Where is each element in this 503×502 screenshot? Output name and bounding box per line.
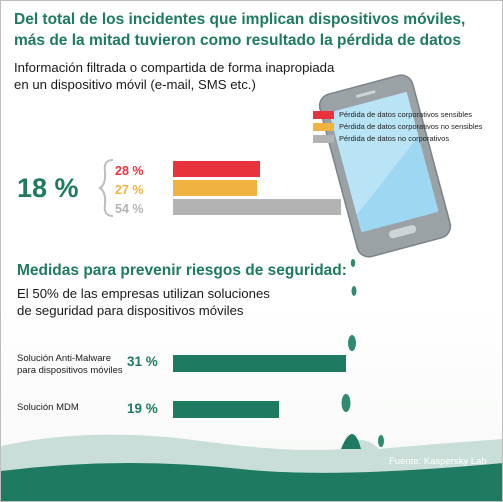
bar-antimalware: [173, 355, 346, 372]
data-label-antimalware: 31 %: [127, 354, 158, 369]
data-label-no-sensibles: 27 %: [115, 183, 144, 197]
drop-3: [348, 335, 356, 351]
data-label-no-corporativos: 54 %: [115, 202, 144, 216]
legend: Pérdida de datos corporativos sensibles …: [313, 109, 482, 145]
brace-icon: [98, 159, 114, 217]
section-subtitle: El 50% de las empresas utilizan solucion…: [17, 286, 270, 318]
source-text: Fuente: Kaspersky Lab: [389, 456, 487, 467]
page-subtitle: Información filtrada o compartida de for…: [14, 60, 335, 92]
drop-5: [378, 435, 384, 447]
category-label-mdm: Solución MDM: [17, 402, 79, 413]
legend-swatch-orange: [313, 122, 334, 131]
big-value: 18 %: [17, 173, 79, 203]
legend-label: Pérdida de datos corporativos no sensibl…: [339, 122, 483, 131]
legend-item-no-sensibles: Pérdida de datos corporativos no sensibl…: [313, 121, 482, 132]
bar-sensibles: [173, 161, 261, 177]
bar-no-corporativos: [173, 199, 341, 215]
drop-1: [350, 259, 356, 267]
legend-item-no-corporativos: Pérdida de datos no corporativos: [313, 133, 482, 144]
legend-label: Pérdida de datos no corporativos: [339, 134, 450, 143]
legend-swatch-gray: [313, 134, 334, 143]
drop-2: [351, 286, 357, 296]
drop-4: [341, 394, 351, 412]
section-title: Medidas para prevenir riesgos de segurid…: [17, 262, 347, 279]
legend-label: Pérdida de datos corporativos sensibles: [339, 110, 472, 119]
legend-item-sensibles: Pérdida de datos corporativos sensibles: [313, 109, 482, 120]
data-label-mdm: 19 %: [127, 401, 158, 416]
data-label-sensibles: 28 %: [115, 164, 144, 178]
page-title: Del total de los incidentes que implican…: [14, 11, 466, 49]
bar-no-sensibles: [173, 180, 257, 196]
category-label-antimalware: Solución Anti-Malware para dispositivos …: [17, 353, 123, 376]
legend-swatch-red: [313, 110, 334, 119]
bar-mdm: [173, 401, 280, 418]
